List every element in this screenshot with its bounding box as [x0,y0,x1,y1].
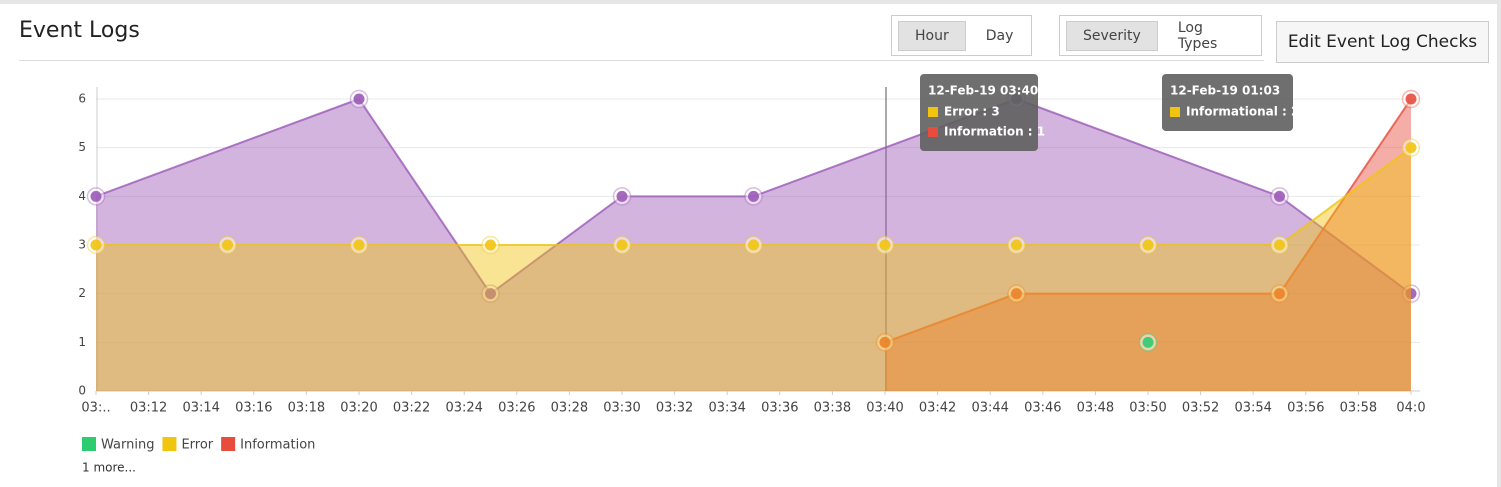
x-tick-label: 03:18 [288,401,325,416]
x-tick-label: 03:44 [971,401,1008,416]
y-tick-label: 3 [78,238,86,252]
x-tick-label: 03:14 [182,401,219,416]
x-tick-label: 03:32 [656,401,693,416]
point [748,239,759,251]
point [1405,142,1417,154]
point [90,190,102,202]
toggle-option[interactable]: Severity [1066,20,1158,51]
x-tick-label: 03:34 [708,401,745,416]
point [748,190,759,202]
area [885,99,1411,391]
line [95,97,1412,296]
x-tick-label: 03:48 [1077,401,1114,416]
point [616,239,628,251]
legend-swatch [162,437,177,451]
point [353,239,365,251]
x-tick-label: 03:56 [1287,401,1324,416]
point [485,288,496,300]
point [1405,288,1417,300]
x-tick-label: 03:42 [919,401,956,416]
y-tick-label: 4 [78,189,86,203]
point [1405,93,1417,105]
point [222,239,233,251]
point [1011,239,1022,251]
x-tick-label: 03:22 [393,401,430,416]
x-tick-label: 03:12 [130,401,167,416]
x-tick-label: 03:16 [235,401,272,416]
y-tick-label: 0 [78,384,86,398]
x-tick-label: 03:38 [814,401,851,416]
point [1274,190,1285,202]
toggle-option[interactable]: Log Types [1177,19,1218,52]
legend-label: Error [181,438,213,453]
toggle-option[interactable]: Day [985,27,1014,44]
tooltip-item: Informational : 2 [1186,105,1299,119]
x-tick-label: 03:20 [340,401,377,416]
x-tick-label: 03:50 [1129,401,1166,416]
x-tick-label: 03:40 [866,401,903,416]
x-tick-label: 04:0 [1396,401,1425,416]
y-tick-label: 5 [78,140,86,154]
tooltip-swatch [928,107,938,117]
toggle-option[interactable]: Hour [898,20,966,51]
tooltip-box [920,74,1038,151]
point [879,239,891,251]
tooltip-title: 12-Feb-19 01:03 [1170,84,1280,98]
point [879,336,891,348]
x-tick-label: 03:28 [551,401,588,416]
tooltip-swatch [928,127,938,137]
tooltip-title: 12-Feb-19 03:40 [928,84,1038,98]
y-tick-label: 1 [78,335,86,349]
point [353,93,365,105]
view-toggle: Severity Log Types [1059,15,1262,56]
divider [19,60,1264,61]
point [1011,288,1022,300]
area [96,147,1411,391]
tooltip-box [1162,74,1293,131]
tooltip-item: Error : 3 [944,105,1000,119]
x-tick-label: 03:46 [1024,401,1061,416]
y-tick-label: 2 [78,286,86,300]
x-tick-label: 03:.. [81,401,110,416]
point [1142,239,1154,251]
legend-label: Warning [101,438,154,453]
legend-swatch [82,437,96,451]
x-tick-label: 03:58 [1340,401,1377,416]
x-tick-label: 03:26 [498,401,535,416]
tooltip-swatch [1170,107,1180,117]
x-tick-label: 03:30 [603,401,640,416]
x-tick-label: 03:54 [1234,401,1271,416]
x-tick-label: 03:52 [1182,401,1219,416]
legend-more: 1 more... [82,461,136,475]
point [616,190,628,202]
tooltip-item: Information : 1 [944,125,1045,139]
edit-button[interactable]: Edit Event Log Checks [1276,21,1489,63]
legend-label: Information [240,438,315,453]
time-toggle: Hour Day [891,15,1032,56]
point [485,239,496,251]
point [1274,288,1285,300]
point [1142,336,1154,348]
point [1274,239,1285,251]
point [90,239,102,251]
panel-title: Event Logs [19,18,140,43]
x-tick-label: 03:24 [445,401,482,416]
legend-swatch [221,437,236,451]
y-tick-label: 6 [78,92,86,106]
x-tick-label: 03:36 [761,401,798,416]
